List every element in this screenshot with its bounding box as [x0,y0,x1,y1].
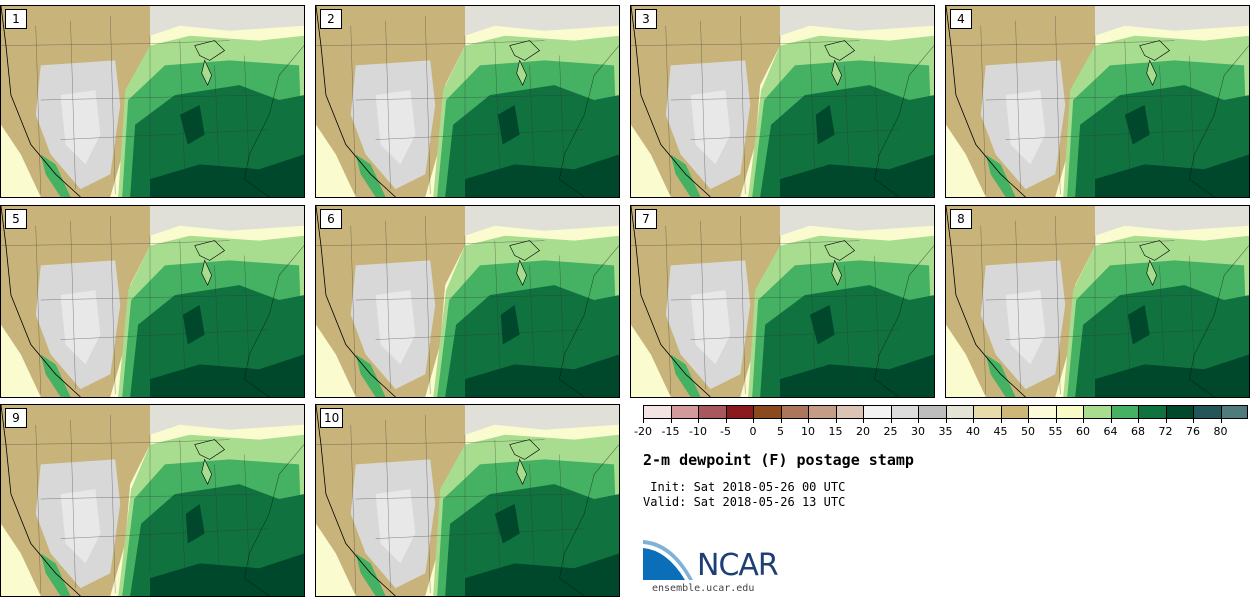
map-panel-4: 4 [945,5,1250,198]
colorbar-segment [643,405,671,419]
map-panel-10: 10 [315,404,620,597]
colorbar-tick-label: 80 [1213,425,1228,438]
colorbar-segment [780,405,808,419]
colorbar-segment [1220,405,1248,419]
colorbar-tick [808,419,809,423]
colorbar-segment [1165,405,1193,419]
colorbar-tick-label: -20 [634,425,652,438]
member-label: 8 [950,209,972,229]
colorbar-tick [918,419,919,423]
member-label: 1 [5,9,27,29]
map-panel-5: 5 [0,205,305,398]
colorbar-tick-label: 50 [1021,425,1035,438]
colorbar-tick-label: 55 [1048,425,1063,438]
colorbar-tick-label: 20 [856,425,870,438]
colorbar-tick [1055,419,1057,423]
ncar-logo-icon [643,540,693,580]
colorbar-tick-label: 76 [1186,425,1200,438]
colorbar-segment [1028,405,1056,419]
colorbar-segment [973,405,1001,419]
colorbar-tick [973,419,974,423]
member-label: 4 [950,9,972,29]
colorbar-tick [1220,419,1222,423]
colorbar-segment [1110,405,1138,419]
colorbar-tick [945,419,947,423]
colorbar-tick-label: 5 [777,425,784,438]
colorbar-tick-label: 68 [1131,425,1145,438]
chart-title: 2-m dewpoint (F) postage stamp [643,451,914,469]
member-label: 5 [5,209,27,229]
logo-url: ensemble.ucar.edu [652,583,755,594]
valid-time: Valid: Sat 2018-05-26 13 UTC [643,495,846,509]
colorbar-tick-label: 45 [993,425,1008,438]
colorbar-tick [890,419,892,423]
colorbar-tick [670,419,672,423]
init-time: Init: Sat 2018-05-26 00 UTC [643,480,846,494]
colorbar-tick-label: 35 [938,425,953,438]
colorbar-tick-label: 10 [801,425,815,438]
colorbar-segment [1000,405,1028,419]
colorbar-segment [863,405,891,419]
member-label: 6 [320,209,342,229]
member-label: 7 [635,209,657,229]
colorbar-tick-label: 72 [1158,425,1173,438]
colorbar-tick [1138,419,1139,423]
colorbar-tick [1110,419,1112,423]
colorbar-segment [835,405,863,419]
colorbar-segment [698,405,726,419]
colorbar-tick [643,419,644,423]
colorbar-segment [918,405,946,419]
colorbar-tick-label: 0 [749,425,757,438]
colorbar-segment [1083,405,1111,419]
colorbar-tick [863,419,864,423]
colorbar-segment [753,405,781,419]
colorbar-tick-label: -10 [689,425,707,438]
ncar-logo-text: NCAR [697,548,779,583]
colorbar-tick [1083,419,1084,423]
colorbar-tick [1000,419,1002,423]
map-panel-8: 8 [945,205,1250,398]
colorbar-segment [808,405,836,419]
colorbar-tick [1028,419,1029,423]
colorbar-segment [1193,405,1221,419]
dewpoint-colorbar: -20 -15 -10 -5 0 5 10 15 20 25 30 35 40 45 50 55 60 64 68 7… [634,405,1248,438]
colorbar-tick-label: 60 [1076,425,1090,438]
colorbar-segment [725,405,753,419]
colorbar-segment [670,405,698,419]
colorbar-tick-label: -15 [661,425,680,438]
member-label: 10 [320,408,344,428]
colorbar-segment [890,405,918,419]
colorbar-segment [1138,405,1166,419]
colorbar-tick-label: 64 [1103,425,1118,438]
member-label: 3 [635,9,657,29]
colorbar-tick-label: 25 [883,425,898,438]
member-label: 2 [320,9,342,29]
map-panel-1: 1 [0,5,305,198]
colorbar-tick [1193,419,1194,423]
member-label: 9 [5,408,27,428]
colorbar-tick [1165,419,1167,423]
colorbar-tick [835,419,837,423]
colorbar-tick [780,419,782,423]
colorbar-segment [945,405,973,419]
colorbar-tick-label: 30 [911,425,925,438]
colorbar-tick-label: 40 [966,425,980,438]
map-panel-9: 9 [0,404,305,597]
map-panel-3: 3 [630,5,935,198]
colorbar-tick-label: -5 [720,425,731,438]
map-panel-6: 6 [315,205,620,398]
map-panel-7: 7 [630,205,935,398]
colorbar-tick-label: 15 [828,425,843,438]
colorbar-segment [1055,405,1083,419]
colorbar-tick [698,419,699,423]
map-panel-2: 2 [315,5,620,198]
colorbar-tick [725,419,727,423]
colorbar-tick [753,419,754,423]
